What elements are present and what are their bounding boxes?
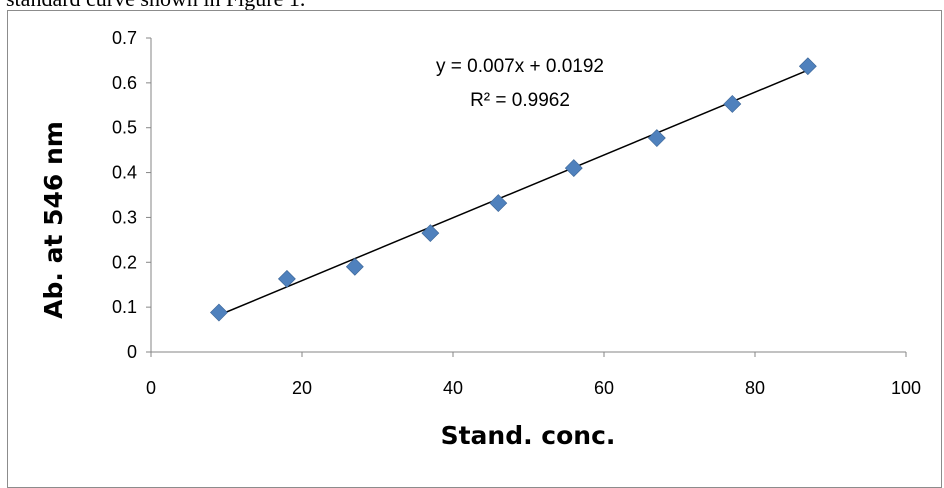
x-tick-label: 80	[745, 378, 765, 398]
data-point	[798, 57, 817, 76]
axes: 0 0.1 0.2 0.3 0.4 0.5 0.6 0.7 0 20 40 60 80 100	[112, 28, 921, 398]
data-point	[345, 257, 364, 276]
chart-area	[7, 10, 942, 488]
data-points	[210, 57, 817, 322]
y-tick-label: 0.7	[112, 28, 137, 48]
data-point	[647, 129, 666, 147]
x-tick-label: 100	[891, 378, 921, 398]
trendline-group	[218, 69, 809, 316]
y-tick-label: 0.1	[112, 297, 137, 317]
trendline	[218, 69, 809, 316]
data-point	[489, 194, 508, 212]
data-point	[277, 269, 296, 288]
data-point	[421, 224, 440, 243]
x-tick-label: 40	[443, 378, 463, 398]
y-axis-title: Ab. at 546 nm	[39, 121, 68, 319]
x-axis-title: Stand. conc.	[441, 421, 616, 450]
y-tick-label: 0.4	[112, 163, 137, 183]
x-tick-label: 20	[292, 378, 312, 398]
document-caption: standard curve shown in Figure 1.	[6, 0, 305, 12]
trendline-equation: y = 0.007x + 0.0192	[436, 56, 604, 77]
x-tick-label: 0	[146, 378, 156, 398]
y-tick-label: 0.6	[112, 73, 137, 93]
y-tick-label: 0.3	[112, 207, 137, 227]
data-point	[723, 95, 742, 113]
y-tick-label: 0.2	[112, 252, 137, 272]
x-tick-label: 60	[594, 378, 614, 398]
r-squared-label: R² = 0.9962	[470, 90, 570, 111]
y-tick-label: 0.5	[112, 118, 137, 138]
data-point	[564, 159, 583, 178]
y-tick-label: 0	[127, 342, 137, 362]
data-point	[210, 303, 228, 322]
